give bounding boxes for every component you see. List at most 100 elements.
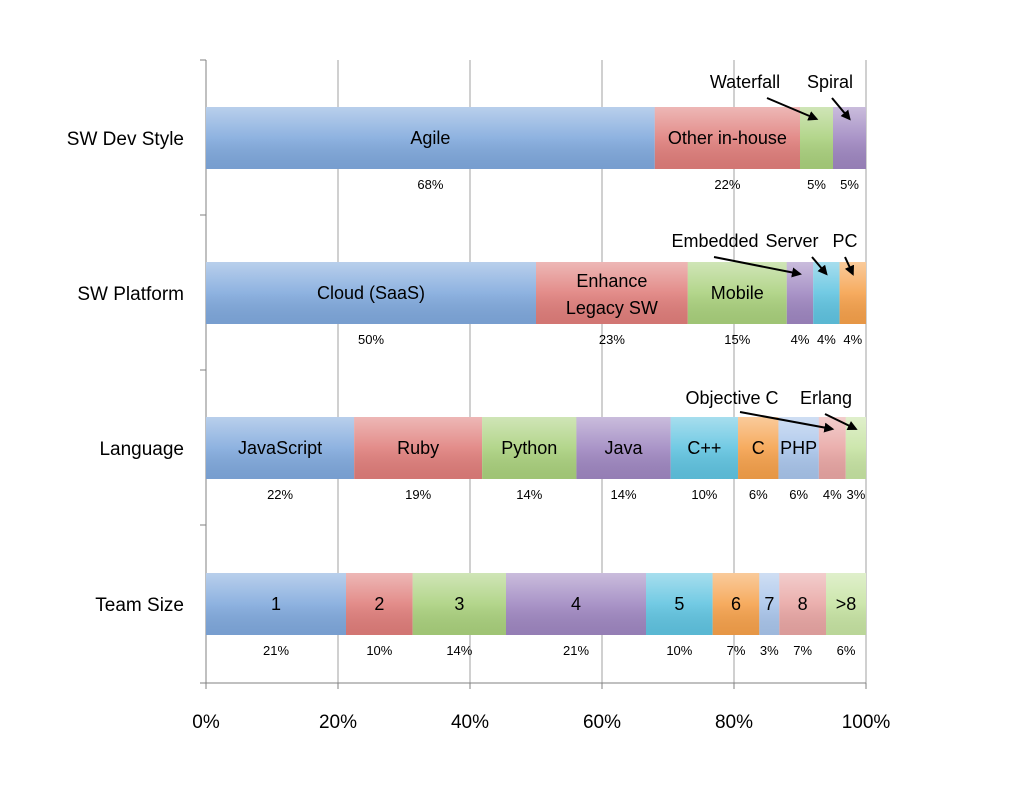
segment-label: >8: [836, 594, 857, 614]
bar-segment-language-python: 14% Python: [482, 417, 577, 502]
percent-label: 19%: [405, 487, 431, 502]
callout-label: Waterfall: [710, 72, 780, 92]
percent-label: 4%: [817, 332, 836, 347]
bar-segment-gloss: [839, 262, 866, 324]
segment-label: C++: [687, 438, 721, 458]
bar-segment-team-size-7: 3% 7: [759, 573, 780, 658]
bar-segment-team-size-2: 10% 2: [346, 573, 413, 658]
callout-embedded: Embedded: [671, 231, 802, 278]
callout-arrow: [811, 256, 828, 276]
x-tick-label: 60%: [583, 712, 621, 733]
bar-segment-sw-platform-embedded: 4%: [786, 262, 814, 347]
bar-segment-sw-platform-server: 4%: [813, 262, 840, 347]
bar-segment-sw-dev-style-other-in-house: 22% Other in-house: [654, 107, 800, 192]
callout-arrow: [766, 97, 819, 121]
segment-label: C: [752, 438, 765, 458]
bar-segment-gloss: [346, 573, 413, 635]
percent-label: 10%: [366, 643, 392, 658]
percent-label: 4%: [791, 332, 810, 347]
bar-segment-gloss: [654, 107, 800, 169]
percent-label: 5%: [807, 177, 826, 192]
callout-label: Embedded: [671, 231, 758, 251]
callout-arrow: [844, 256, 855, 276]
callout-spiral: Spiral: [807, 72, 853, 121]
bars: 68% Agile 22% Other in-house 5% 5% 50% Cloud (S…: [206, 107, 866, 658]
callout-arrow: [831, 97, 851, 121]
percent-label: 21%: [563, 643, 589, 658]
bar-segment-language-c: 10% C++: [670, 417, 739, 502]
segment-label: 2: [374, 594, 384, 614]
bar-segment-sw-dev-style-agile: 68% Agile: [206, 107, 655, 192]
percent-label: 6%: [789, 487, 808, 502]
percent-label: 68%: [417, 177, 443, 192]
bar-segment-gloss: [779, 573, 826, 635]
bar-segment-gloss: [813, 262, 840, 324]
percent-label: 22%: [714, 177, 740, 192]
bar-segment-language-objective-c: 4%: [818, 417, 846, 502]
percent-label: 14%: [611, 487, 637, 502]
segment-label-line: Legacy SW: [566, 298, 658, 318]
percent-label: 6%: [837, 643, 856, 658]
x-tick-label: 0%: [192, 712, 220, 733]
percent-label: 7%: [727, 643, 746, 658]
callout-label: PC: [832, 231, 857, 251]
callout-label: Objective C: [685, 388, 778, 408]
bar-segment-team-size-8: 6% >8: [826, 573, 866, 658]
bar-segment-sw-platform-pc: 4%: [839, 262, 866, 347]
bar-segment-gloss: [826, 573, 866, 635]
segment-label: Enhance Legacy SW: [566, 271, 658, 318]
bar-segment-gloss: [482, 417, 577, 479]
bar-segment-gloss: [354, 417, 483, 479]
callouts: Waterfall Spiral Embedded Server PC Objective…: [671, 72, 858, 433]
percent-label: 21%: [263, 643, 289, 658]
bar-segment-gloss: [778, 417, 819, 479]
segment-label-line: Enhance: [576, 271, 647, 291]
callout-label: Server: [765, 231, 818, 251]
bar-segment-gloss: [687, 262, 787, 324]
bar-segment-gloss: [833, 107, 866, 169]
segment-label: Mobile: [711, 283, 764, 303]
percent-label: 4%: [843, 332, 862, 347]
segment-label: Other in-house: [668, 128, 787, 148]
percent-label: 6%: [749, 487, 768, 502]
x-tick-label: 20%: [319, 712, 357, 733]
bar-segment-gloss: [845, 417, 866, 479]
segment-label: 1: [271, 594, 281, 614]
category-label-sw-platform: SW Platform: [77, 284, 184, 305]
percent-label: 15%: [724, 332, 750, 347]
callout-arrow: [739, 411, 835, 433]
percent-label: 14%: [516, 487, 542, 502]
percent-label: 50%: [358, 332, 384, 347]
bar-segment-gloss: [206, 107, 655, 169]
bar-segment-team-size-5: 10% 5: [646, 573, 713, 658]
bar-segment-language-erlang: 3%: [845, 417, 866, 502]
segment-label: 4: [571, 594, 581, 614]
percent-label: 23%: [599, 332, 625, 347]
bar-segment-team-size-6: 7% 6: [712, 573, 760, 658]
callout-objective-c: Objective C: [685, 388, 835, 433]
segment-label: Ruby: [397, 438, 439, 458]
callout-waterfall: Waterfall: [710, 72, 819, 121]
callout-arrow: [824, 413, 858, 431]
segment-label: Cloud (SaaS): [317, 283, 425, 303]
percent-label: 3%: [760, 643, 779, 658]
bar-segment-gloss: [738, 417, 779, 479]
category-label-team-size: Team Size: [95, 595, 184, 616]
bar-segment-language-java: 14% Java: [576, 417, 671, 502]
bar-segment-sw-platform-cloud-saas: 50% Cloud (SaaS): [206, 262, 536, 347]
callout-arrow: [713, 256, 802, 278]
bar-segment-gloss: [712, 573, 760, 635]
x-tick-label: 80%: [715, 712, 753, 733]
segment-label: 5: [674, 594, 684, 614]
segment-label: 7: [764, 594, 774, 614]
percent-label: 10%: [666, 643, 692, 658]
callout-server: Server: [765, 231, 828, 276]
percent-label: 10%: [691, 487, 717, 502]
callout-erlang: Erlang: [800, 388, 858, 431]
bar-segment-language-c: 6% C: [738, 417, 779, 502]
bar-segment-team-size-3: 14% 3: [412, 573, 506, 658]
percent-label: 4%: [823, 487, 842, 502]
bar-segment-gloss: [576, 417, 671, 479]
callout-pc: PC: [832, 231, 858, 276]
